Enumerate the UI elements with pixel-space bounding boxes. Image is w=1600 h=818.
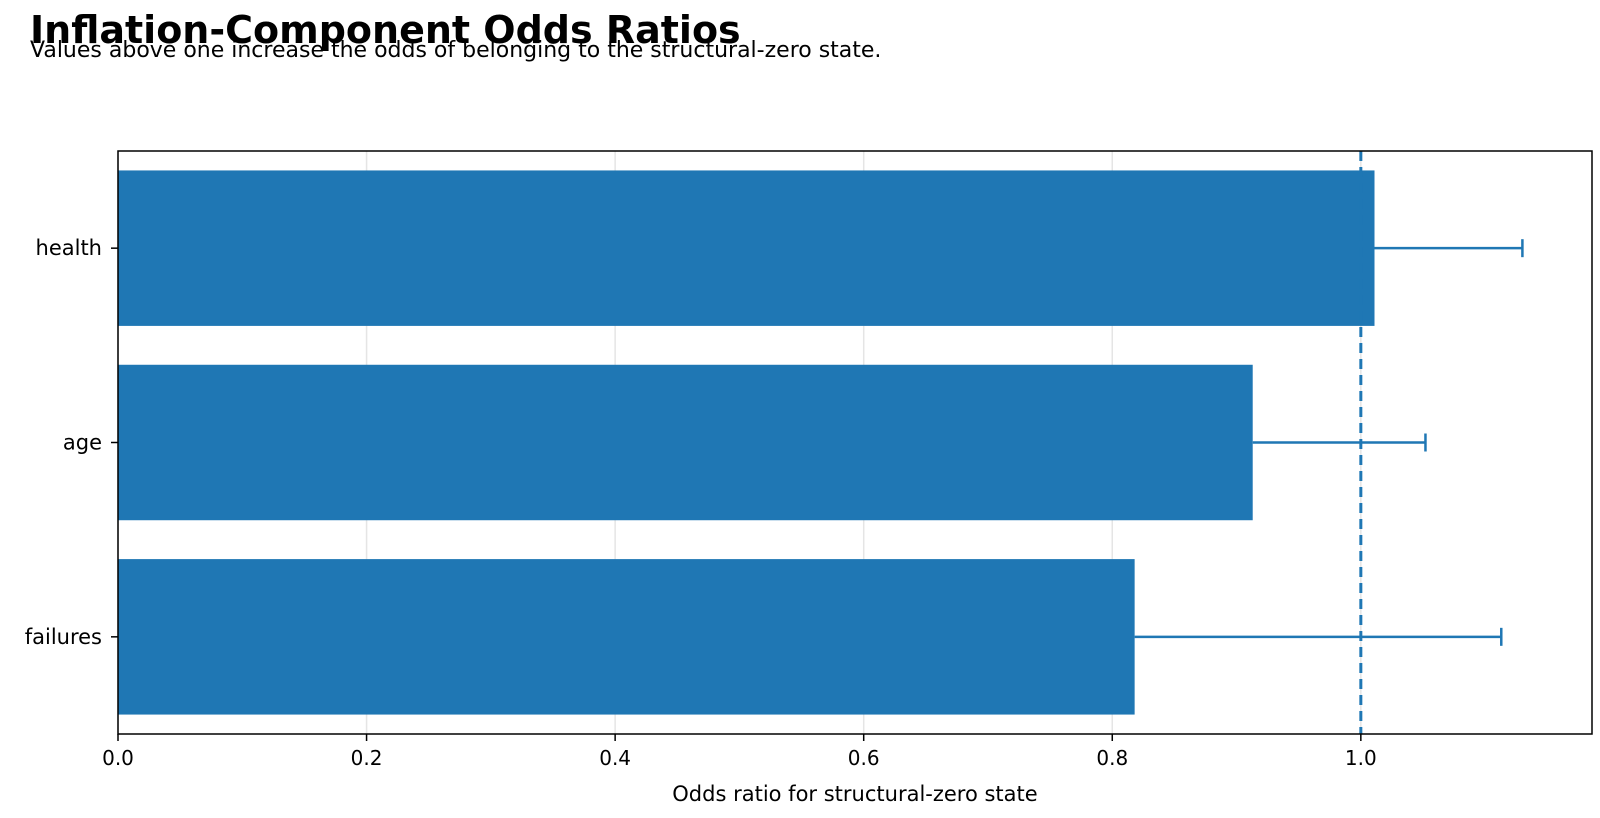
bar-age bbox=[118, 364, 1253, 521]
x-tick-label: 0.4 bbox=[599, 746, 631, 770]
x-axis-ticks: 0.0 0.2 0.4 0.6 0.8 1.0 bbox=[102, 734, 1377, 770]
y-axis-ticks: health age failures bbox=[25, 236, 118, 649]
x-tick-label: 0.2 bbox=[351, 746, 383, 770]
bar-layer bbox=[118, 170, 1375, 715]
chart-subtitle: Values above one increase the odds of be… bbox=[30, 38, 882, 63]
chart-title: Inflation-Component Odds Ratios bbox=[30, 8, 741, 52]
y-tick-label-failures: failures bbox=[25, 625, 102, 649]
bar-health bbox=[118, 170, 1375, 326]
error-bar-layer bbox=[1134, 239, 1524, 646]
x-tick-label: 1.0 bbox=[1345, 746, 1377, 770]
bar-failures bbox=[118, 559, 1135, 715]
x-tick-label: 0.6 bbox=[848, 746, 880, 770]
y-tick-label-health: health bbox=[36, 236, 102, 260]
x-tick-label: 0.0 bbox=[102, 746, 134, 770]
x-axis-label: Odds ratio for structural-zero state bbox=[672, 782, 1037, 806]
x-tick-label: 0.8 bbox=[1096, 746, 1128, 770]
y-tick-label-age: age bbox=[63, 431, 102, 455]
